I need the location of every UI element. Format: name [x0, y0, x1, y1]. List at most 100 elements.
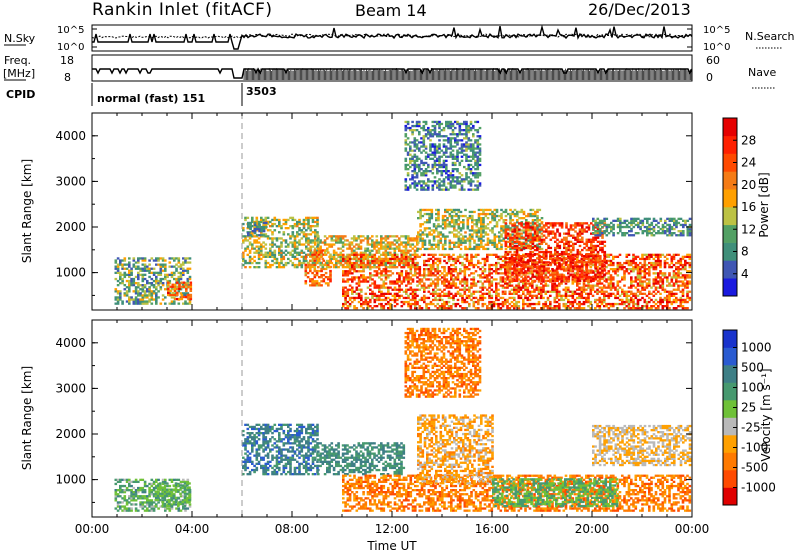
radar-cell	[567, 305, 570, 308]
radar-cell	[533, 230, 537, 233]
radar-cell	[616, 255, 620, 258]
radar-cell	[157, 271, 160, 274]
radar-cell	[666, 280, 669, 283]
radar-cell	[533, 275, 537, 278]
cpid-segment-2: 3503	[246, 85, 277, 98]
radar-cell	[177, 282, 181, 285]
radar-cell	[373, 257, 377, 261]
radar-cell	[684, 274, 687, 277]
radar-cell	[668, 253, 671, 256]
radar-cell	[463, 253, 467, 256]
radar-cell	[661, 284, 665, 287]
radar-cell	[330, 257, 334, 261]
radar-cell	[436, 298, 440, 302]
radar-cell	[531, 250, 535, 254]
radar-cell	[116, 257, 120, 260]
radar-cell	[666, 253, 669, 256]
radar-cell	[549, 294, 552, 297]
radar-cell	[509, 250, 512, 254]
radar-cell	[353, 290, 356, 293]
radar-cell	[265, 221, 268, 225]
radar-cell	[409, 257, 413, 261]
radar-cell	[536, 257, 539, 260]
radar-cell	[402, 251, 406, 254]
radar-cell	[661, 298, 665, 302]
radar-cell	[616, 280, 620, 283]
radar-cell	[393, 257, 397, 261]
radar-cell	[645, 268, 649, 271]
radar-cell	[355, 243, 358, 246]
radar-cell	[298, 261, 301, 265]
radar-cell	[320, 280, 323, 283]
radar-cell	[522, 271, 526, 274]
radar-cell	[531, 296, 534, 300]
radar-cell	[481, 305, 485, 308]
radar-cell	[141, 290, 145, 293]
radar-cell	[499, 278, 503, 281]
radar-cell	[504, 273, 508, 276]
radar-cell	[540, 268, 543, 271]
radar-cell	[454, 261, 458, 265]
radar-cell	[527, 239, 530, 242]
radar-cell	[684, 263, 687, 267]
radar-cell	[434, 257, 437, 261]
radar-cell	[450, 221, 454, 224]
radar-cell	[320, 249, 323, 252]
radar-cell	[264, 263, 268, 267]
radar-cell	[357, 243, 361, 246]
radar-cell	[446, 210, 449, 214]
radar-cell	[453, 245, 456, 248]
radar-cell	[526, 292, 530, 295]
radar-cell	[116, 263, 120, 266]
radar-cell	[502, 219, 506, 222]
radar-cell	[326, 261, 329, 265]
radar-cell	[402, 249, 406, 252]
radar-cell	[553, 305, 557, 308]
radar-cell	[305, 239, 308, 242]
radar-cell	[350, 249, 354, 252]
radar-cell	[271, 233, 274, 236]
radar-cell	[589, 302, 593, 306]
radar-cell	[437, 231, 440, 234]
radar-cell	[384, 263, 388, 267]
radar-cell	[416, 263, 419, 267]
radar-cell	[173, 293, 177, 297]
radar-cell	[420, 296, 424, 300]
radar-cell	[432, 259, 435, 263]
radar-cell	[555, 292, 559, 295]
radar-cell	[128, 263, 131, 266]
radar-cell	[184, 282, 187, 285]
radar-cell	[180, 297, 184, 301]
radar-cell	[173, 296, 176, 299]
radar-cell	[289, 237, 292, 240]
radar-cell	[182, 285, 186, 288]
radar-cell	[391, 280, 395, 283]
radar-cell	[123, 292, 127, 295]
radar-cell	[382, 251, 385, 254]
radar-cell	[380, 278, 383, 281]
radar-cell	[187, 285, 190, 288]
radar-cell	[457, 214, 461, 218]
radar-cell	[296, 263, 299, 267]
radar-cell	[265, 225, 268, 229]
radar-cell	[495, 214, 499, 218]
radar-cell	[454, 259, 458, 263]
radar-cell	[387, 307, 390, 310]
radar-cell	[508, 290, 512, 293]
radar-cell	[339, 253, 343, 256]
radar-cell	[607, 272, 611, 275]
radar-cell	[362, 235, 365, 238]
radar-cell	[538, 247, 542, 251]
radar-cell	[470, 286, 473, 289]
radar-cell	[128, 288, 131, 291]
radar-cell	[457, 231, 461, 234]
radar-cell	[455, 212, 458, 216]
radar-cell	[504, 247, 508, 251]
radar-cell	[146, 288, 149, 291]
radar-cell	[319, 263, 322, 267]
radar-cell	[486, 247, 490, 251]
radar-cell	[371, 274, 374, 277]
radar-cell	[582, 288, 586, 291]
radar-cell	[429, 278, 433, 281]
radar-cell	[542, 305, 545, 308]
